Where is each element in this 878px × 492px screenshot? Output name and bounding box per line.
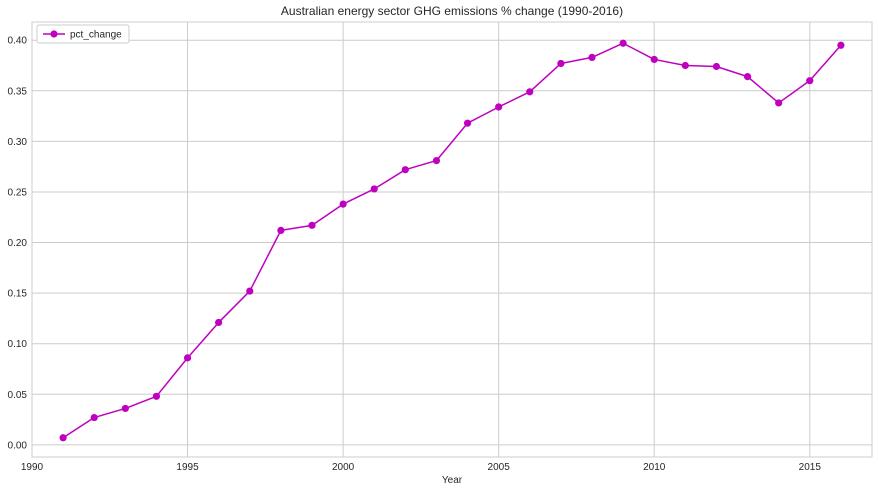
- data-point: [370, 185, 378, 193]
- x-tick-label: 2005: [488, 462, 511, 473]
- y-tick-label: 0.25: [8, 187, 28, 198]
- x-tick-labels: 1990 1995 2000 2005 2010 2015: [21, 462, 821, 473]
- y-tick-label: 0.00: [8, 440, 28, 451]
- series-layer: [59, 39, 845, 442]
- data-point: [152, 392, 161, 400]
- data-point: [59, 434, 67, 442]
- data-point: [121, 404, 129, 413]
- y-tick-label: 0.40: [8, 36, 28, 47]
- data-point: [183, 354, 192, 362]
- data-point: [743, 73, 752, 81]
- data-point: [463, 119, 472, 127]
- data-point: [495, 103, 503, 111]
- x-tick-label: 2015: [799, 462, 822, 473]
- y-tick-label: 0.15: [8, 289, 28, 300]
- data-point: [215, 318, 223, 327]
- y-tick-label: 0.35: [8, 86, 28, 97]
- x-axis-label: Year: [442, 475, 463, 486]
- y-tick-label: 0.10: [8, 339, 28, 350]
- x-tick-label: 2000: [332, 462, 355, 473]
- plot-area: [31, 21, 873, 458]
- series-line: [62, 42, 842, 439]
- data-point: [588, 53, 596, 62]
- data-point: [308, 221, 316, 229]
- data-point: [246, 287, 254, 295]
- data-point: [650, 55, 658, 64]
- y-tick-label: 0.20: [8, 238, 28, 249]
- legend-marker-swatch: [50, 30, 58, 38]
- data-point: [401, 166, 409, 174]
- y-tick-label: 0.30: [8, 137, 28, 148]
- x-tick-label: 2010: [643, 462, 666, 473]
- data-point: [339, 200, 347, 208]
- data-point: [806, 77, 814, 85]
- x-gridlines: [31, 22, 811, 457]
- legend: pct_change: [36, 24, 130, 44]
- data-point: [90, 413, 98, 422]
- y-tick-label: 0.05: [8, 390, 28, 401]
- data-point: [619, 39, 627, 47]
- legend-box: [36, 24, 130, 44]
- data-point: [557, 59, 565, 68]
- data-point: [712, 62, 721, 71]
- data-point: [681, 61, 689, 70]
- data-point: [277, 226, 285, 234]
- legend-label: pct_change: [70, 30, 122, 41]
- chart-title: Australian energy sector GHG emissions %…: [281, 4, 623, 18]
- x-tick-label: 1990: [21, 462, 44, 473]
- data-point: [775, 99, 783, 107]
- x-tick-label: 1995: [176, 462, 199, 473]
- data-point: [432, 156, 441, 165]
- data-point: [837, 41, 845, 49]
- data-point: [526, 88, 534, 96]
- y-tick-labels: 0.00 0.05 0.10 0.15 0.20 0.25 0.30 0.35 0.40: [8, 36, 28, 452]
